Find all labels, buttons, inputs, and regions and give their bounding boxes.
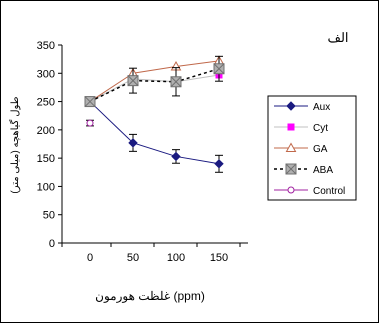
legend-item-aux: Aux xyxy=(274,101,330,113)
data-point-aux xyxy=(128,138,138,148)
panel-label: الف xyxy=(327,30,348,45)
legend-marker xyxy=(287,123,295,131)
x-tick-label: 100 xyxy=(167,252,185,264)
y-tick-label: 350 xyxy=(37,40,55,52)
data-point-aux xyxy=(214,159,224,169)
series-line-ga xyxy=(89,60,220,102)
marker-shape xyxy=(171,151,181,162)
legend-item-ga: GA xyxy=(274,142,328,155)
series-control xyxy=(86,119,94,127)
marker-shape xyxy=(86,119,94,127)
legend-item-control: Control xyxy=(274,186,345,197)
marker-shape xyxy=(285,142,297,152)
data-point-aba xyxy=(84,96,96,108)
data-point-aba xyxy=(127,75,139,87)
series-line-aux xyxy=(89,101,220,165)
legend-item-aba: ABA xyxy=(274,163,333,176)
legend-marker xyxy=(285,163,297,175)
marker-cross xyxy=(285,163,297,175)
legend-label: ABA xyxy=(313,165,333,176)
series-line-cyt xyxy=(89,74,220,103)
y-tick-label: 250 xyxy=(37,97,55,109)
data-point-aba xyxy=(213,63,225,75)
y-axis-label: طول گیاهچه (میلی متر) xyxy=(9,96,21,193)
legend-item-cyt: Cyt xyxy=(274,123,328,134)
legend-label: GA xyxy=(313,144,328,155)
y-tick-label: 150 xyxy=(37,153,55,165)
marker-cross xyxy=(84,96,96,107)
marker-cross xyxy=(213,63,225,75)
legend-label: Aux xyxy=(313,102,330,113)
y-tick-label: 100 xyxy=(37,181,55,193)
x-tick-label: 150 xyxy=(210,252,228,264)
legend-label: Control xyxy=(313,186,345,197)
legend-marker xyxy=(287,186,295,194)
marker-cross xyxy=(170,76,182,88)
y-tick-label: 0 xyxy=(49,238,55,250)
y-tick-label: 300 xyxy=(37,68,55,80)
marker-shape xyxy=(287,186,295,194)
axes: 0 50 100 150 200 250 300 350 0 50 100 150 xyxy=(37,40,248,264)
data-point-control xyxy=(86,119,94,127)
data-point-aux xyxy=(171,151,181,162)
series-layer xyxy=(84,55,225,173)
marker-shape xyxy=(128,138,138,148)
data-point-aba xyxy=(170,76,182,88)
x-tick-label: 50 xyxy=(127,252,139,264)
marker-shape xyxy=(214,159,224,169)
marker-shape xyxy=(287,123,295,131)
marker-shape xyxy=(286,101,296,111)
series-aba xyxy=(84,55,225,108)
x-axis-label: غلظت هورمون (ppm) xyxy=(95,289,205,303)
legend-marker xyxy=(285,142,297,152)
legend-marker xyxy=(286,101,296,111)
y-tick-label: 50 xyxy=(43,210,55,222)
legend-label: Cyt xyxy=(313,123,328,134)
marker-cross xyxy=(127,75,139,86)
y-tick-label: 200 xyxy=(37,125,55,137)
x-tick-label: 0 xyxy=(87,252,93,264)
legend: Aux Cyt GA ABA Control xyxy=(267,95,357,201)
